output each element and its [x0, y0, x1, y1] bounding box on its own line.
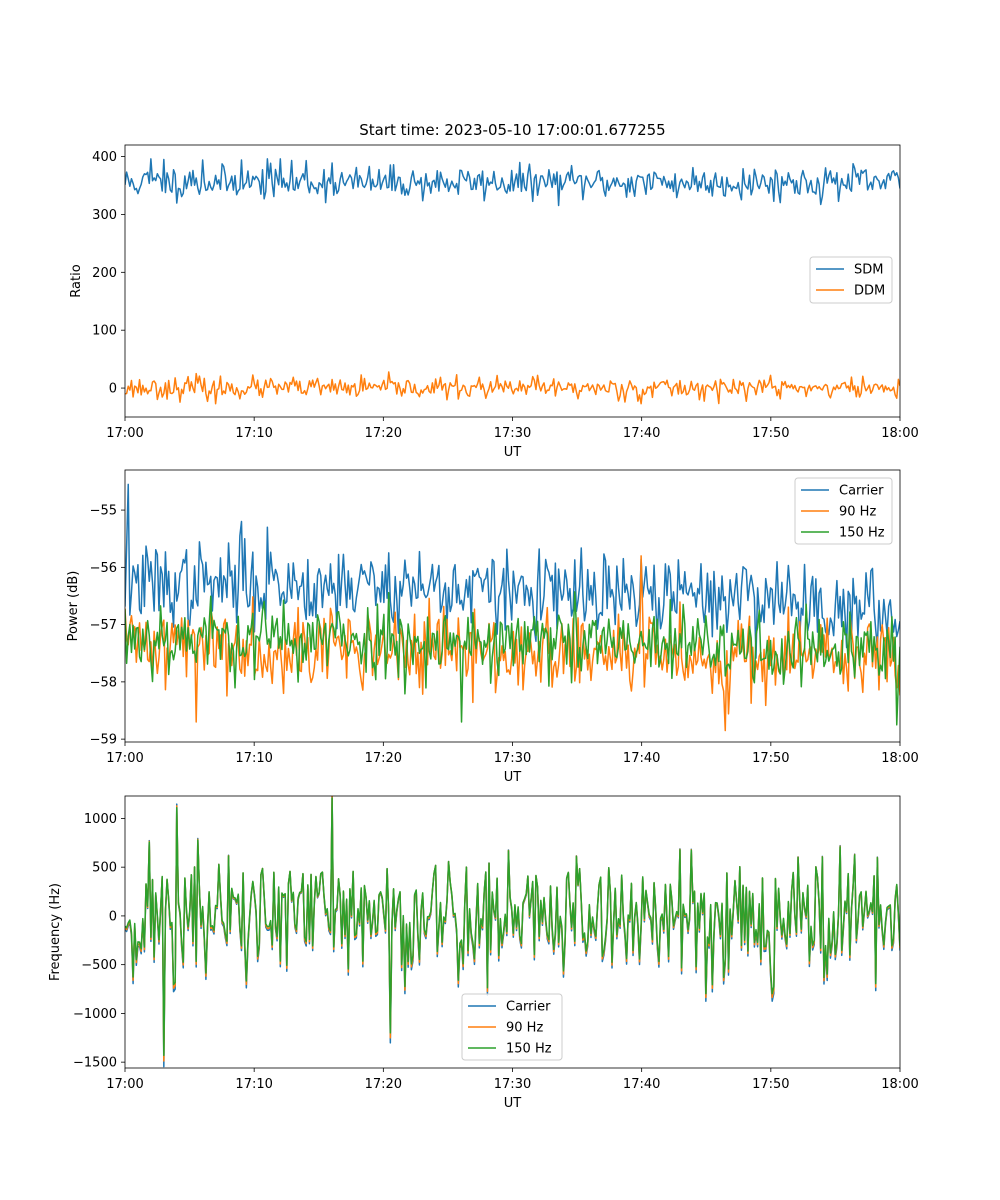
series-line-sdm [125, 158, 900, 207]
x-tick-label: 17:00 [106, 751, 143, 766]
x-tick-label: 17:20 [365, 1077, 402, 1092]
x-tick-label: 17:10 [235, 751, 272, 766]
y-tick-label: 300 [92, 208, 117, 223]
chart-panel-1: 17:00 17:10 17:20 17:30 17:40 17:50 18:00 400 30… [69, 144, 919, 460]
x-tick-label: 17:20 [365, 426, 402, 441]
legend-label: 90 Hz [506, 1021, 543, 1036]
legend-label: 90 Hz [839, 505, 876, 520]
y-tick-label: 200 [92, 266, 117, 281]
legend: Carrier 90 Hz 150 Hz [461, 993, 563, 1061]
y-tick-label: −1000 [73, 1007, 117, 1022]
legend-box [794, 477, 893, 545]
y-axis-label: Ratio [69, 264, 84, 297]
y-tick-label: −55 [90, 504, 117, 519]
y-tick-label: 500 [92, 861, 117, 876]
y-tick-label: 1000 [84, 812, 117, 827]
y-axis-label: Frequency (Hz) [48, 883, 63, 981]
y-tick-label: 0 [109, 382, 117, 397]
legend-label: SDM [854, 263, 883, 278]
x-tick-label: 17:00 [106, 426, 143, 441]
y-tick-label: −56 [90, 561, 117, 576]
legend-label: DDM [854, 284, 885, 299]
series-line-150-hz [125, 797, 900, 1057]
y-tick-label: 0 [109, 909, 117, 924]
legend-label: Carrier [506, 1000, 551, 1015]
legend: Carrier 90 Hz 150 Hz [794, 477, 893, 545]
legend-box [461, 993, 563, 1061]
legend-label: 150 Hz [506, 1042, 552, 1057]
y-tick-label: −57 [90, 618, 117, 633]
y-tick-label: 100 [92, 324, 117, 339]
y-axis-label: Power (dB) [66, 571, 81, 642]
x-tick-label: 18:00 [881, 751, 918, 766]
x-axis-label: UT [504, 1096, 522, 1111]
y-tick-label: −1500 [73, 1056, 117, 1071]
series-line-ddm [125, 371, 900, 405]
x-tick-label: 17:40 [623, 1077, 660, 1092]
x-tick-label: 17:50 [752, 751, 789, 766]
series-group [125, 483, 900, 732]
y-tick-label: −59 [90, 733, 117, 748]
chart-panel-2: 17:00 17:10 17:20 17:30 17:40 17:50 18:00 −55 −5… [66, 469, 919, 785]
y-tick-label: −500 [81, 958, 117, 973]
x-tick-label: 17:30 [494, 751, 531, 766]
x-tick-label: 17:50 [752, 1077, 789, 1092]
x-tick-label: 17:00 [106, 1077, 143, 1092]
x-tick-label: 17:30 [494, 426, 531, 441]
x-tick-label: 17:40 [623, 751, 660, 766]
x-tick-label: 17:30 [494, 1077, 531, 1092]
x-tick-label: 17:10 [235, 426, 272, 441]
y-tick-label: −58 [90, 675, 117, 690]
x-tick-label: 17:50 [752, 426, 789, 441]
x-axis-label: UT [504, 770, 522, 785]
panels: 17:00 17:10 17:20 17:30 17:40 17:50 18:00 400 30… [48, 144, 919, 1111]
x-tick-label: 18:00 [881, 1077, 918, 1092]
x-tick-label: 17:10 [235, 1077, 272, 1092]
figure-title: Start time: 2023-05-10 17:00:01.677255 [359, 121, 665, 139]
x-axis-label: UT [504, 445, 522, 460]
series-line-150-hz [125, 591, 900, 726]
legend-label: 150 Hz [839, 526, 885, 541]
series-group [125, 796, 900, 1068]
legend: SDM DDM [809, 256, 893, 304]
chart-panel-3: 17:00 17:10 17:20 17:30 17:40 17:50 18:00 1000 5… [48, 795, 919, 1111]
legend-label: Carrier [839, 484, 884, 499]
x-tick-label: 17:40 [623, 426, 660, 441]
series-group [125, 158, 900, 405]
y-tick-label: 400 [92, 150, 117, 165]
series-line-carrier [125, 483, 900, 659]
x-tick-label: 17:20 [365, 751, 402, 766]
x-tick-label: 18:00 [881, 426, 918, 441]
